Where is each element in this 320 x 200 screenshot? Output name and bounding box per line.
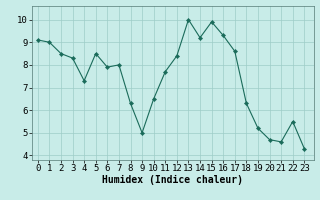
X-axis label: Humidex (Indice chaleur): Humidex (Indice chaleur) — [102, 175, 243, 185]
